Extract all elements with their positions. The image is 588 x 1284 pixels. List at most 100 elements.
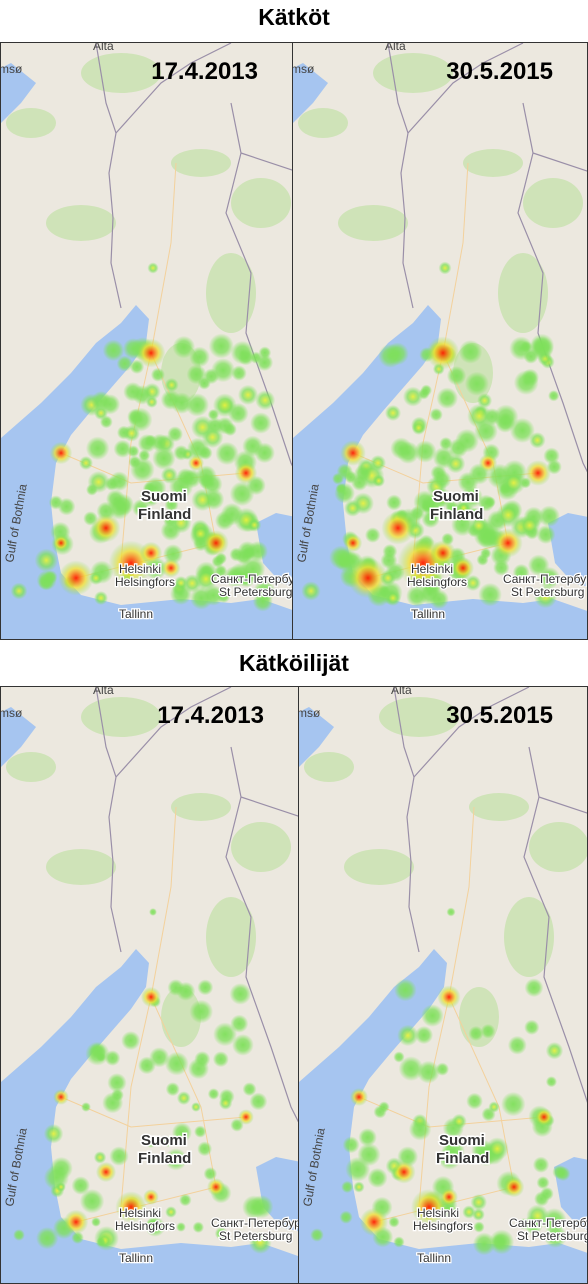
heat-spot: [85, 436, 110, 461]
heat-spot: [402, 386, 424, 407]
heat-spot: [524, 1019, 540, 1035]
forest: [206, 253, 256, 333]
heat-spot: [240, 556, 266, 582]
heat-spot: [462, 1205, 476, 1219]
heat-spot: [95, 1161, 117, 1183]
heat-spot: [501, 471, 526, 495]
heat-spot: [102, 339, 125, 362]
heat-spot: [382, 543, 398, 559]
heat-spot: [446, 366, 467, 386]
heat-spot: [439, 1187, 459, 1207]
heat-spot: [334, 482, 355, 504]
heat-spot: [255, 390, 276, 411]
forest: [379, 697, 459, 737]
map-panel: Alta msø Suomi Finland Helsinki Helsingfors Са…: [0, 686, 299, 1284]
heat-spot: [430, 464, 447, 481]
map-label: Alta: [93, 43, 114, 53]
heat-spot: [518, 1218, 530, 1230]
heat-spot: [534, 1107, 554, 1127]
heat-spot: [378, 1101, 390, 1113]
heat-spot: [474, 419, 498, 443]
heat-spot: [191, 488, 214, 512]
map-label: Helsingfors: [413, 1219, 473, 1233]
heat-spot: [451, 513, 474, 537]
heat-spot: [358, 1128, 377, 1147]
date-label: 30.5.2015: [446, 58, 553, 85]
heat-spot: [109, 1146, 129, 1166]
heat-spot: [353, 1181, 365, 1193]
heat-spot: [164, 1148, 188, 1171]
heat-spot: [10, 582, 28, 600]
heat-spot: [214, 510, 235, 531]
heat-spot: [231, 365, 247, 381]
lake: [256, 1157, 298, 1232]
heat-spot: [96, 1237, 106, 1247]
map-label: Finland: [138, 506, 191, 523]
heat-spot: [207, 1178, 225, 1196]
heat-spot: [421, 509, 440, 529]
heat-spot: [139, 541, 163, 565]
section-title: Kätköilijät: [239, 650, 349, 676]
sea: [299, 949, 587, 1283]
map-label: Tallinn: [119, 607, 153, 621]
map-label: Helsingfors: [115, 1219, 175, 1233]
heat-spot: [189, 586, 213, 610]
forest: [529, 822, 587, 872]
border: [387, 43, 587, 473]
heat-spot: [460, 485, 483, 509]
heat-spot: [252, 591, 273, 612]
heat-spot: [143, 1189, 159, 1205]
heat-spot: [91, 1217, 101, 1227]
heat-spot: [34, 548, 59, 572]
map-label: Suomi: [433, 488, 479, 505]
heat-spot: [420, 384, 433, 397]
heat-spot: [163, 1135, 175, 1148]
heat-spot: [176, 1222, 186, 1232]
heat-spot: [79, 1188, 105, 1214]
heat-spot: [212, 1051, 229, 1068]
forest: [161, 987, 201, 1047]
heat-spot: [392, 1160, 416, 1184]
heat-spot: [185, 393, 210, 417]
border: [95, 43, 292, 467]
heat-spot: [164, 497, 179, 512]
heat-spot: [249, 1195, 274, 1219]
heat-spot: [340, 440, 366, 466]
heat-spot: [43, 570, 58, 584]
heat-spot: [189, 346, 210, 368]
section-title: Kätköt: [258, 4, 330, 30]
heat-spot: [197, 979, 214, 996]
heat-spot: [192, 1221, 205, 1234]
heat-spot: [197, 1141, 213, 1157]
heat-spot: [71, 1176, 91, 1195]
map-label: Alta: [93, 687, 114, 697]
heat-spot: [152, 446, 176, 470]
heat-spot: [115, 1191, 147, 1223]
heat-spot: [238, 1109, 254, 1125]
heat-spot: [538, 505, 560, 527]
heat-spot: [249, 412, 272, 434]
heat-spot: [232, 1034, 254, 1056]
heat-spot: [53, 535, 69, 551]
heat-spot: [347, 557, 389, 599]
heat-spot: [138, 1056, 156, 1075]
heat-spot: [247, 518, 262, 532]
heat-spot: [89, 571, 103, 585]
map-label: Tallinn: [119, 1251, 153, 1265]
heat-spot: [411, 420, 426, 435]
heat-spot: [349, 1087, 369, 1107]
heat-spot: [384, 589, 402, 607]
heat-spot: [138, 449, 151, 462]
heat-spot: [379, 569, 397, 587]
map-label: Helsinki: [411, 562, 453, 576]
map-label: Санкт-Петербург: [509, 1216, 587, 1230]
heat-spot: [488, 1101, 500, 1113]
heat-spot: [144, 434, 157, 447]
heat-spot: [56, 1182, 66, 1192]
heat-spot: [170, 512, 192, 534]
map-label: St Petersburg: [219, 1229, 292, 1243]
map-label: Tallinn: [417, 1251, 451, 1265]
heat-spot: [396, 441, 420, 464]
sea: [1, 949, 298, 1283]
